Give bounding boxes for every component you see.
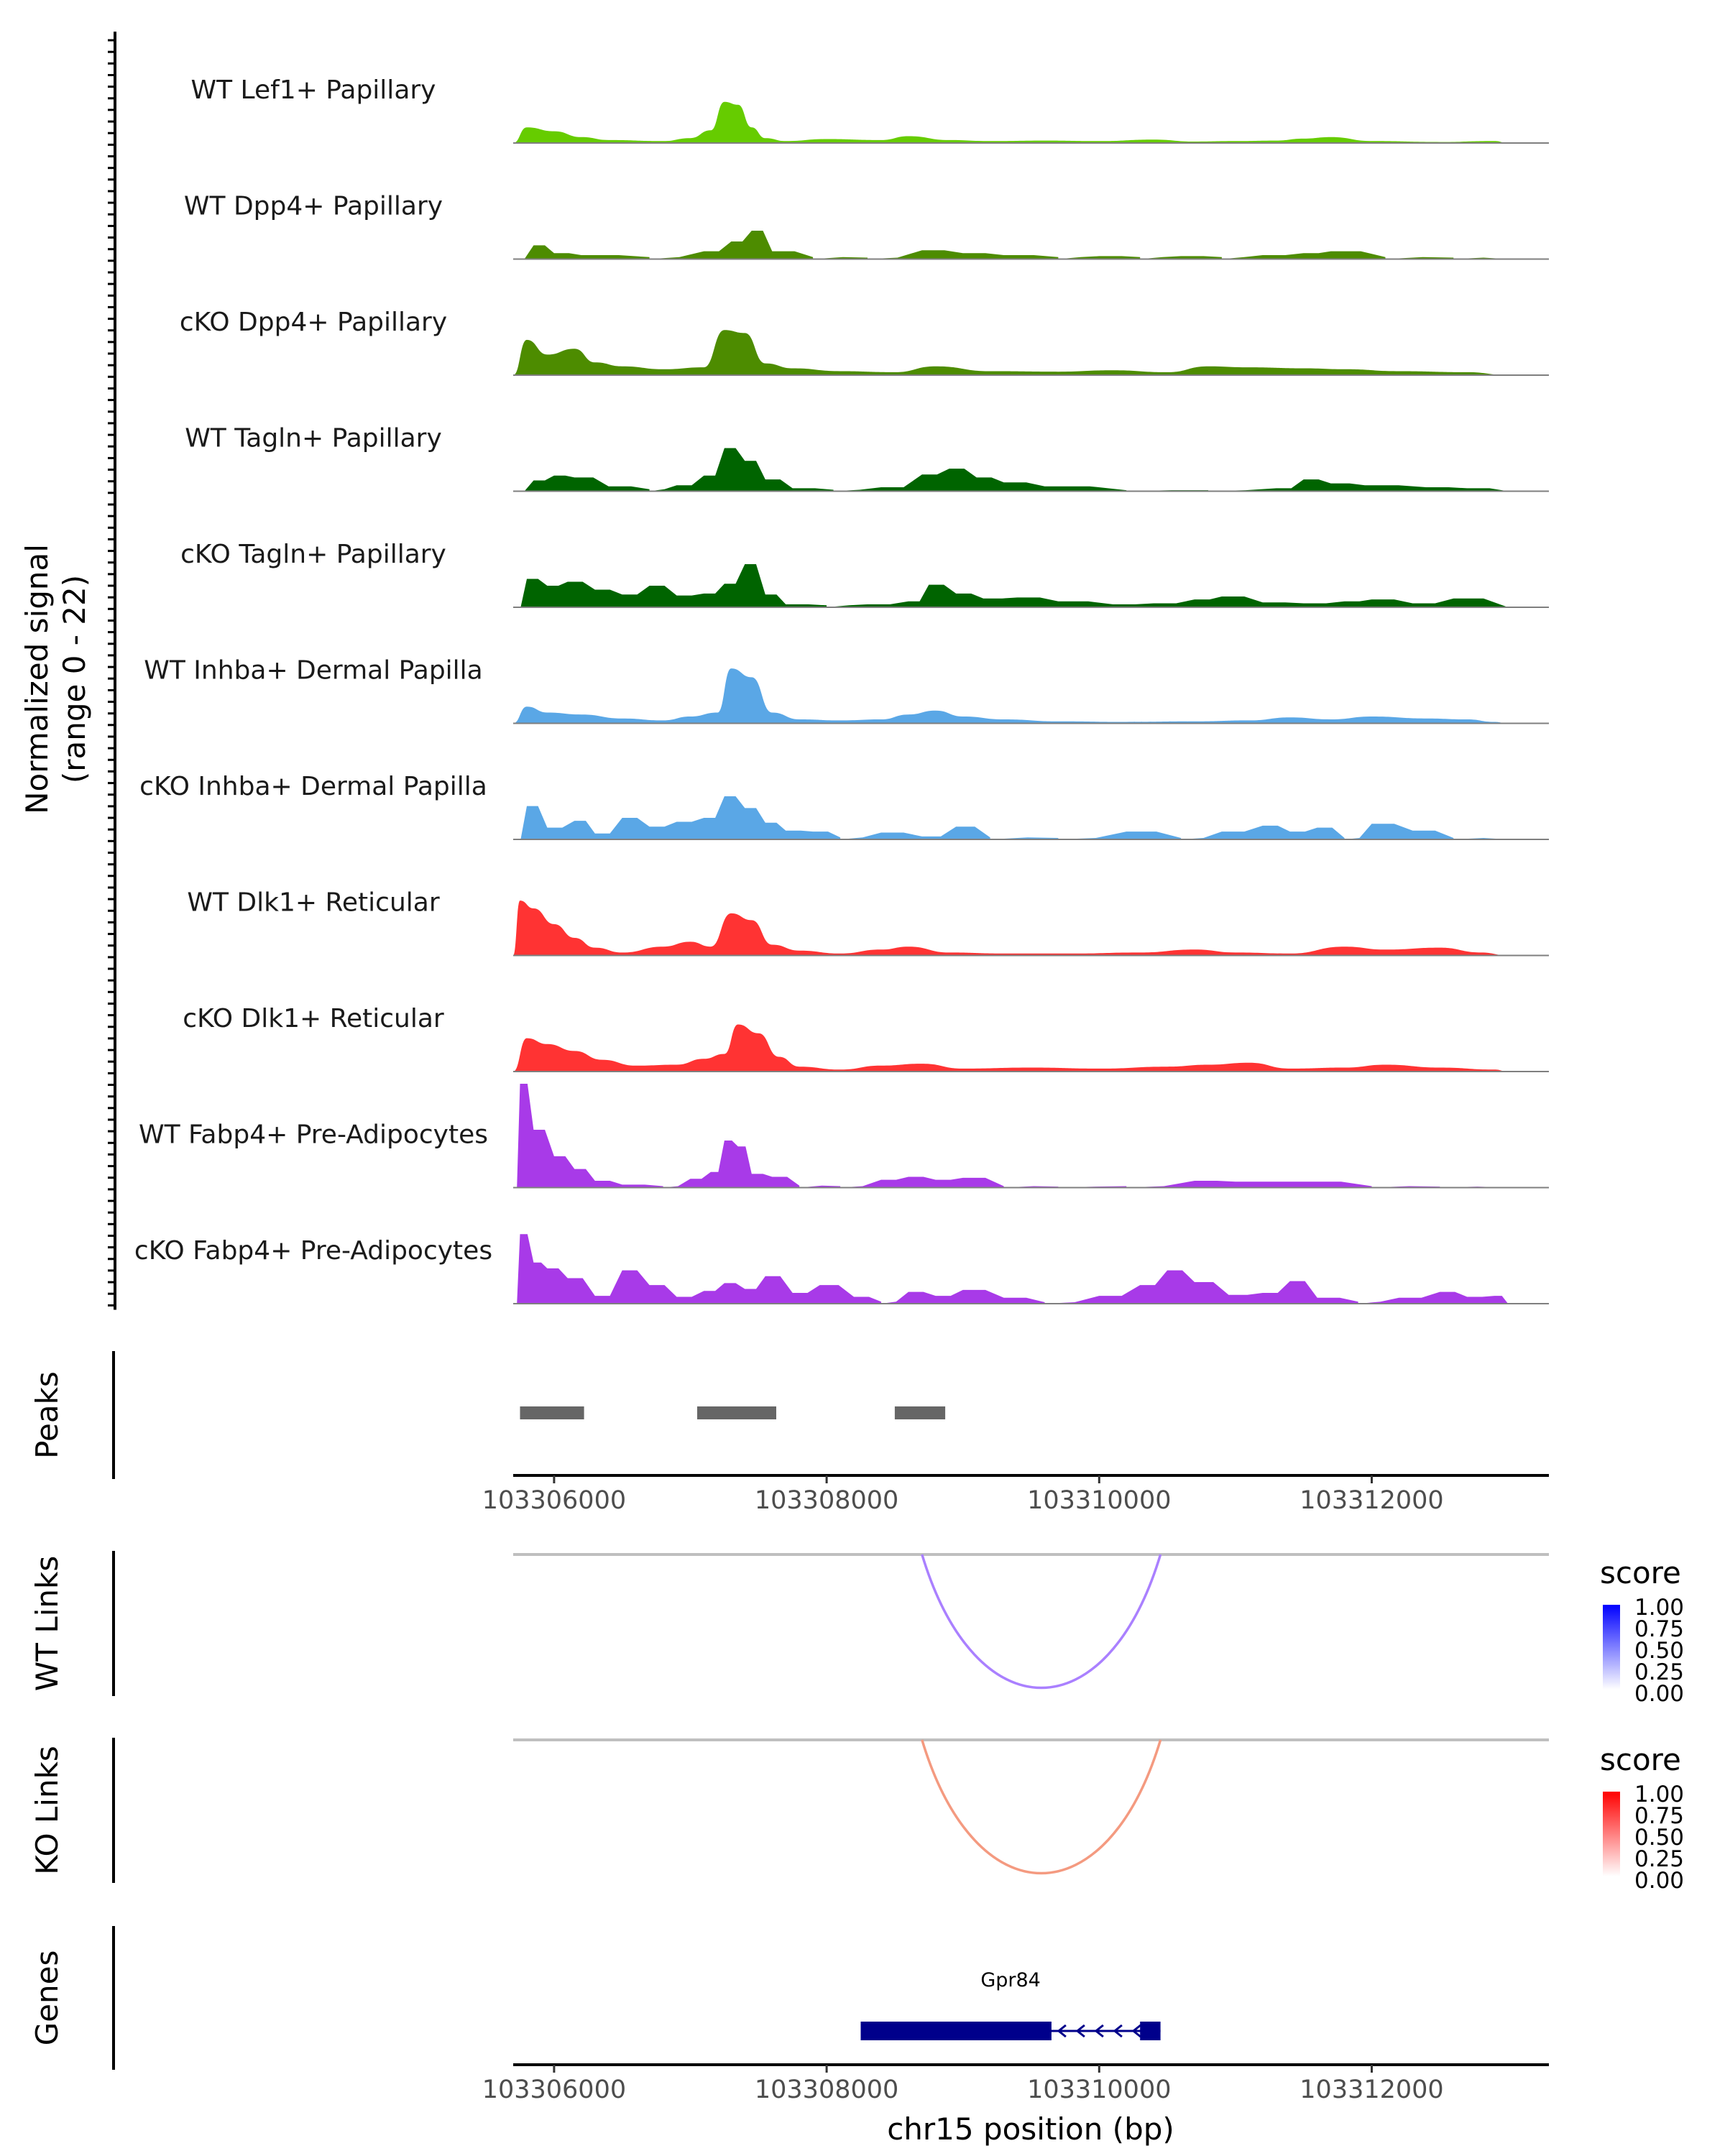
gene-exon bbox=[1140, 2022, 1161, 2040]
track-wt-inhba-dermal-papilla: WT Inhba+ Dermal Papilla bbox=[144, 656, 1549, 724]
strand-arrow bbox=[1094, 2024, 1104, 2038]
x-tick-label: 103308000 bbox=[755, 1486, 898, 1515]
track-label-cko-inhba-dermal-papilla: cKO Inhba+ Dermal Papilla bbox=[139, 772, 487, 801]
peak-region-1 bbox=[520, 1406, 584, 1419]
link-arc bbox=[921, 1554, 1162, 1690]
coverage-y-label-line2: (range 0 - 22) bbox=[57, 575, 92, 783]
track-cko-dpp4-papillary: cKO Dpp4+ Papillary bbox=[180, 308, 1549, 376]
peaks-panel: Peaks 103306000 103308000 103310000 1033120… bbox=[29, 1351, 1549, 1515]
peaks-label: Peaks bbox=[29, 1371, 65, 1459]
wt-links-panel: WT Links score 1.00 0.75 0.50 0.25 0.00 bbox=[29, 1551, 1684, 1707]
x-tick-label: 103306000 bbox=[482, 2076, 626, 2104]
wt-legend-tick-2: 0.75 bbox=[1634, 1616, 1684, 1642]
gene-models: Gpr84 bbox=[860, 1969, 1161, 2040]
wt-legend-tick-3: 0.50 bbox=[1634, 1638, 1684, 1664]
ko-legend-tick-5: 0.00 bbox=[1634, 1868, 1684, 1894]
coverage-area-cko-fabp4-pre-adipocytes bbox=[513, 1234, 1509, 1304]
coverage-area-cko-inhba-dermal-papilla bbox=[513, 796, 1509, 839]
strand-arrow bbox=[1113, 2024, 1123, 2038]
peaks-x-axis: 103306000 103308000 103310000 103312000 bbox=[482, 1474, 1549, 1515]
track-label-wt-tagln-papillary: WT Tagln+ Papillary bbox=[185, 424, 442, 453]
peak-region-2 bbox=[697, 1406, 776, 1419]
genes-panel: Genes Gpr84 103306000 103308000 103310000 1… bbox=[29, 1926, 1549, 2147]
gene-gpr84: Gpr84 bbox=[860, 1969, 1161, 2040]
track-label-wt-dpp4-papillary: WT Dpp4+ Papillary bbox=[184, 192, 443, 221]
track-label-wt-inhba-dermal-papilla: WT Inhba+ Dermal Papilla bbox=[144, 656, 482, 686]
coverage-area-cko-dpp4-papillary bbox=[513, 330, 1509, 375]
coverage-y-label-line1: Normalized signal bbox=[19, 544, 55, 814]
strand-arrow bbox=[1057, 2024, 1067, 2038]
coverage-area-wt-lef1-papillary bbox=[513, 101, 1509, 143]
track-label-wt-dlk1-reticular: WT Dlk1+ Reticular bbox=[187, 888, 439, 918]
wt-legend-tick-1: 1.00 bbox=[1634, 1595, 1684, 1621]
ko-legend-tick-3: 0.50 bbox=[1634, 1825, 1684, 1851]
x-tick-label: 103310000 bbox=[1027, 1486, 1171, 1515]
coverage-area-wt-dpp4-papillary bbox=[513, 231, 1509, 259]
ko-legend-colorbar bbox=[1603, 1792, 1620, 1876]
x-axis-title: chr15 position (bp) bbox=[887, 2111, 1174, 2147]
coverage-area-wt-fabp4-pre-adipocytes bbox=[513, 1084, 1509, 1188]
track-wt-fabp4-pre-adipocytes: WT Fabp4+ Pre-Adipocytes bbox=[139, 1084, 1549, 1189]
track-wt-tagln-papillary: WT Tagln+ Papillary bbox=[185, 424, 1549, 492]
track-cko-dlk1-reticular: cKO Dlk1+ Reticular bbox=[183, 1004, 1549, 1072]
track-cko-tagln-papillary: cKO Tagln+ Papillary bbox=[180, 540, 1549, 608]
coverage-area-wt-tagln-papillary bbox=[513, 448, 1509, 492]
ko-links-legend: score 1.00 0.75 0.50 0.25 0.00 bbox=[1600, 1742, 1684, 1894]
ko-links-track bbox=[513, 1738, 1549, 1875]
track-label-wt-lef1-papillary: WT Lef1+ Papillary bbox=[191, 75, 436, 105]
track-wt-lef1-papillary: WT Lef1+ Papillary bbox=[191, 75, 1549, 144]
x-tick-label: 103310000 bbox=[1027, 2076, 1171, 2104]
strand-arrow bbox=[1075, 2024, 1085, 2038]
wt-legend-colorbar bbox=[1603, 1605, 1620, 1690]
coverage-area-wt-inhba-dermal-papilla bbox=[513, 668, 1509, 724]
x-tick-label: 103306000 bbox=[482, 1486, 626, 1515]
coverage-y-axis bbox=[108, 32, 116, 1310]
genes-label: Genes bbox=[29, 1950, 65, 2046]
track-label-wt-fabp4-pre-adipocytes: WT Fabp4+ Pre-Adipocytes bbox=[139, 1120, 488, 1150]
peak-regions bbox=[520, 1406, 946, 1419]
wt-links-legend: score 1.00 0.75 0.50 0.25 0.00 bbox=[1600, 1555, 1684, 1707]
wt-legend-tick-5: 0.00 bbox=[1634, 1681, 1684, 1707]
ko-links-panel: KO Links score 1.00 0.75 0.50 0.25 0.00 bbox=[29, 1738, 1684, 1894]
gene-name-label: Gpr84 bbox=[980, 1969, 1041, 1991]
wt-legend-title: score bbox=[1600, 1555, 1681, 1590]
wt-links-label: WT Links bbox=[29, 1556, 65, 1691]
track-wt-dpp4-papillary: WT Dpp4+ Papillary bbox=[184, 192, 1549, 260]
coverage-area-cko-dlk1-reticular bbox=[513, 1024, 1509, 1072]
track-label-cko-dlk1-reticular: cKO Dlk1+ Reticular bbox=[183, 1004, 444, 1033]
track-wt-dlk1-reticular: WT Dlk1+ Reticular bbox=[187, 888, 1549, 957]
gene-exon bbox=[860, 2022, 1052, 2040]
ko-legend-tick-1: 1.00 bbox=[1634, 1782, 1684, 1807]
peak-region-3 bbox=[894, 1406, 946, 1419]
coverage-area-wt-dlk1-reticular bbox=[513, 900, 1509, 956]
wt-links-track bbox=[513, 1553, 1549, 1690]
coverage-area-cko-tagln-papillary bbox=[513, 564, 1509, 607]
ko-legend-tick-2: 0.75 bbox=[1634, 1803, 1684, 1829]
genes-x-axis: 103306000 103308000 103310000 103312000 bbox=[482, 2063, 1549, 2104]
track-cko-inhba-dermal-papilla: cKO Inhba+ Dermal Papilla bbox=[139, 772, 1549, 840]
x-tick-label: 103312000 bbox=[1300, 1486, 1443, 1515]
coverage-tracks: WT Lef1+ Papillary WT Dpp4+ Papillary cKO … bbox=[134, 75, 1549, 1304]
x-tick-label: 103308000 bbox=[755, 2076, 898, 2104]
track-cko-fabp4-pre-adipocytes: cKO Fabp4+ Pre-Adipocytes bbox=[134, 1234, 1549, 1304]
ko-legend-title: score bbox=[1600, 1742, 1681, 1777]
ko-links-label: KO Links bbox=[29, 1746, 65, 1875]
link-arc bbox=[921, 1739, 1162, 1875]
track-label-cko-dpp4-papillary: cKO Dpp4+ Papillary bbox=[180, 308, 447, 337]
track-label-cko-fabp4-pre-adipocytes: cKO Fabp4+ Pre-Adipocytes bbox=[134, 1236, 492, 1266]
track-label-cko-tagln-papillary: cKO Tagln+ Papillary bbox=[180, 540, 446, 569]
x-tick-label: 103312000 bbox=[1300, 2076, 1443, 2104]
wt-legend-tick-4: 0.25 bbox=[1634, 1659, 1684, 1685]
ko-legend-tick-4: 0.25 bbox=[1634, 1846, 1684, 1872]
strand-arrow bbox=[1131, 2024, 1141, 2038]
